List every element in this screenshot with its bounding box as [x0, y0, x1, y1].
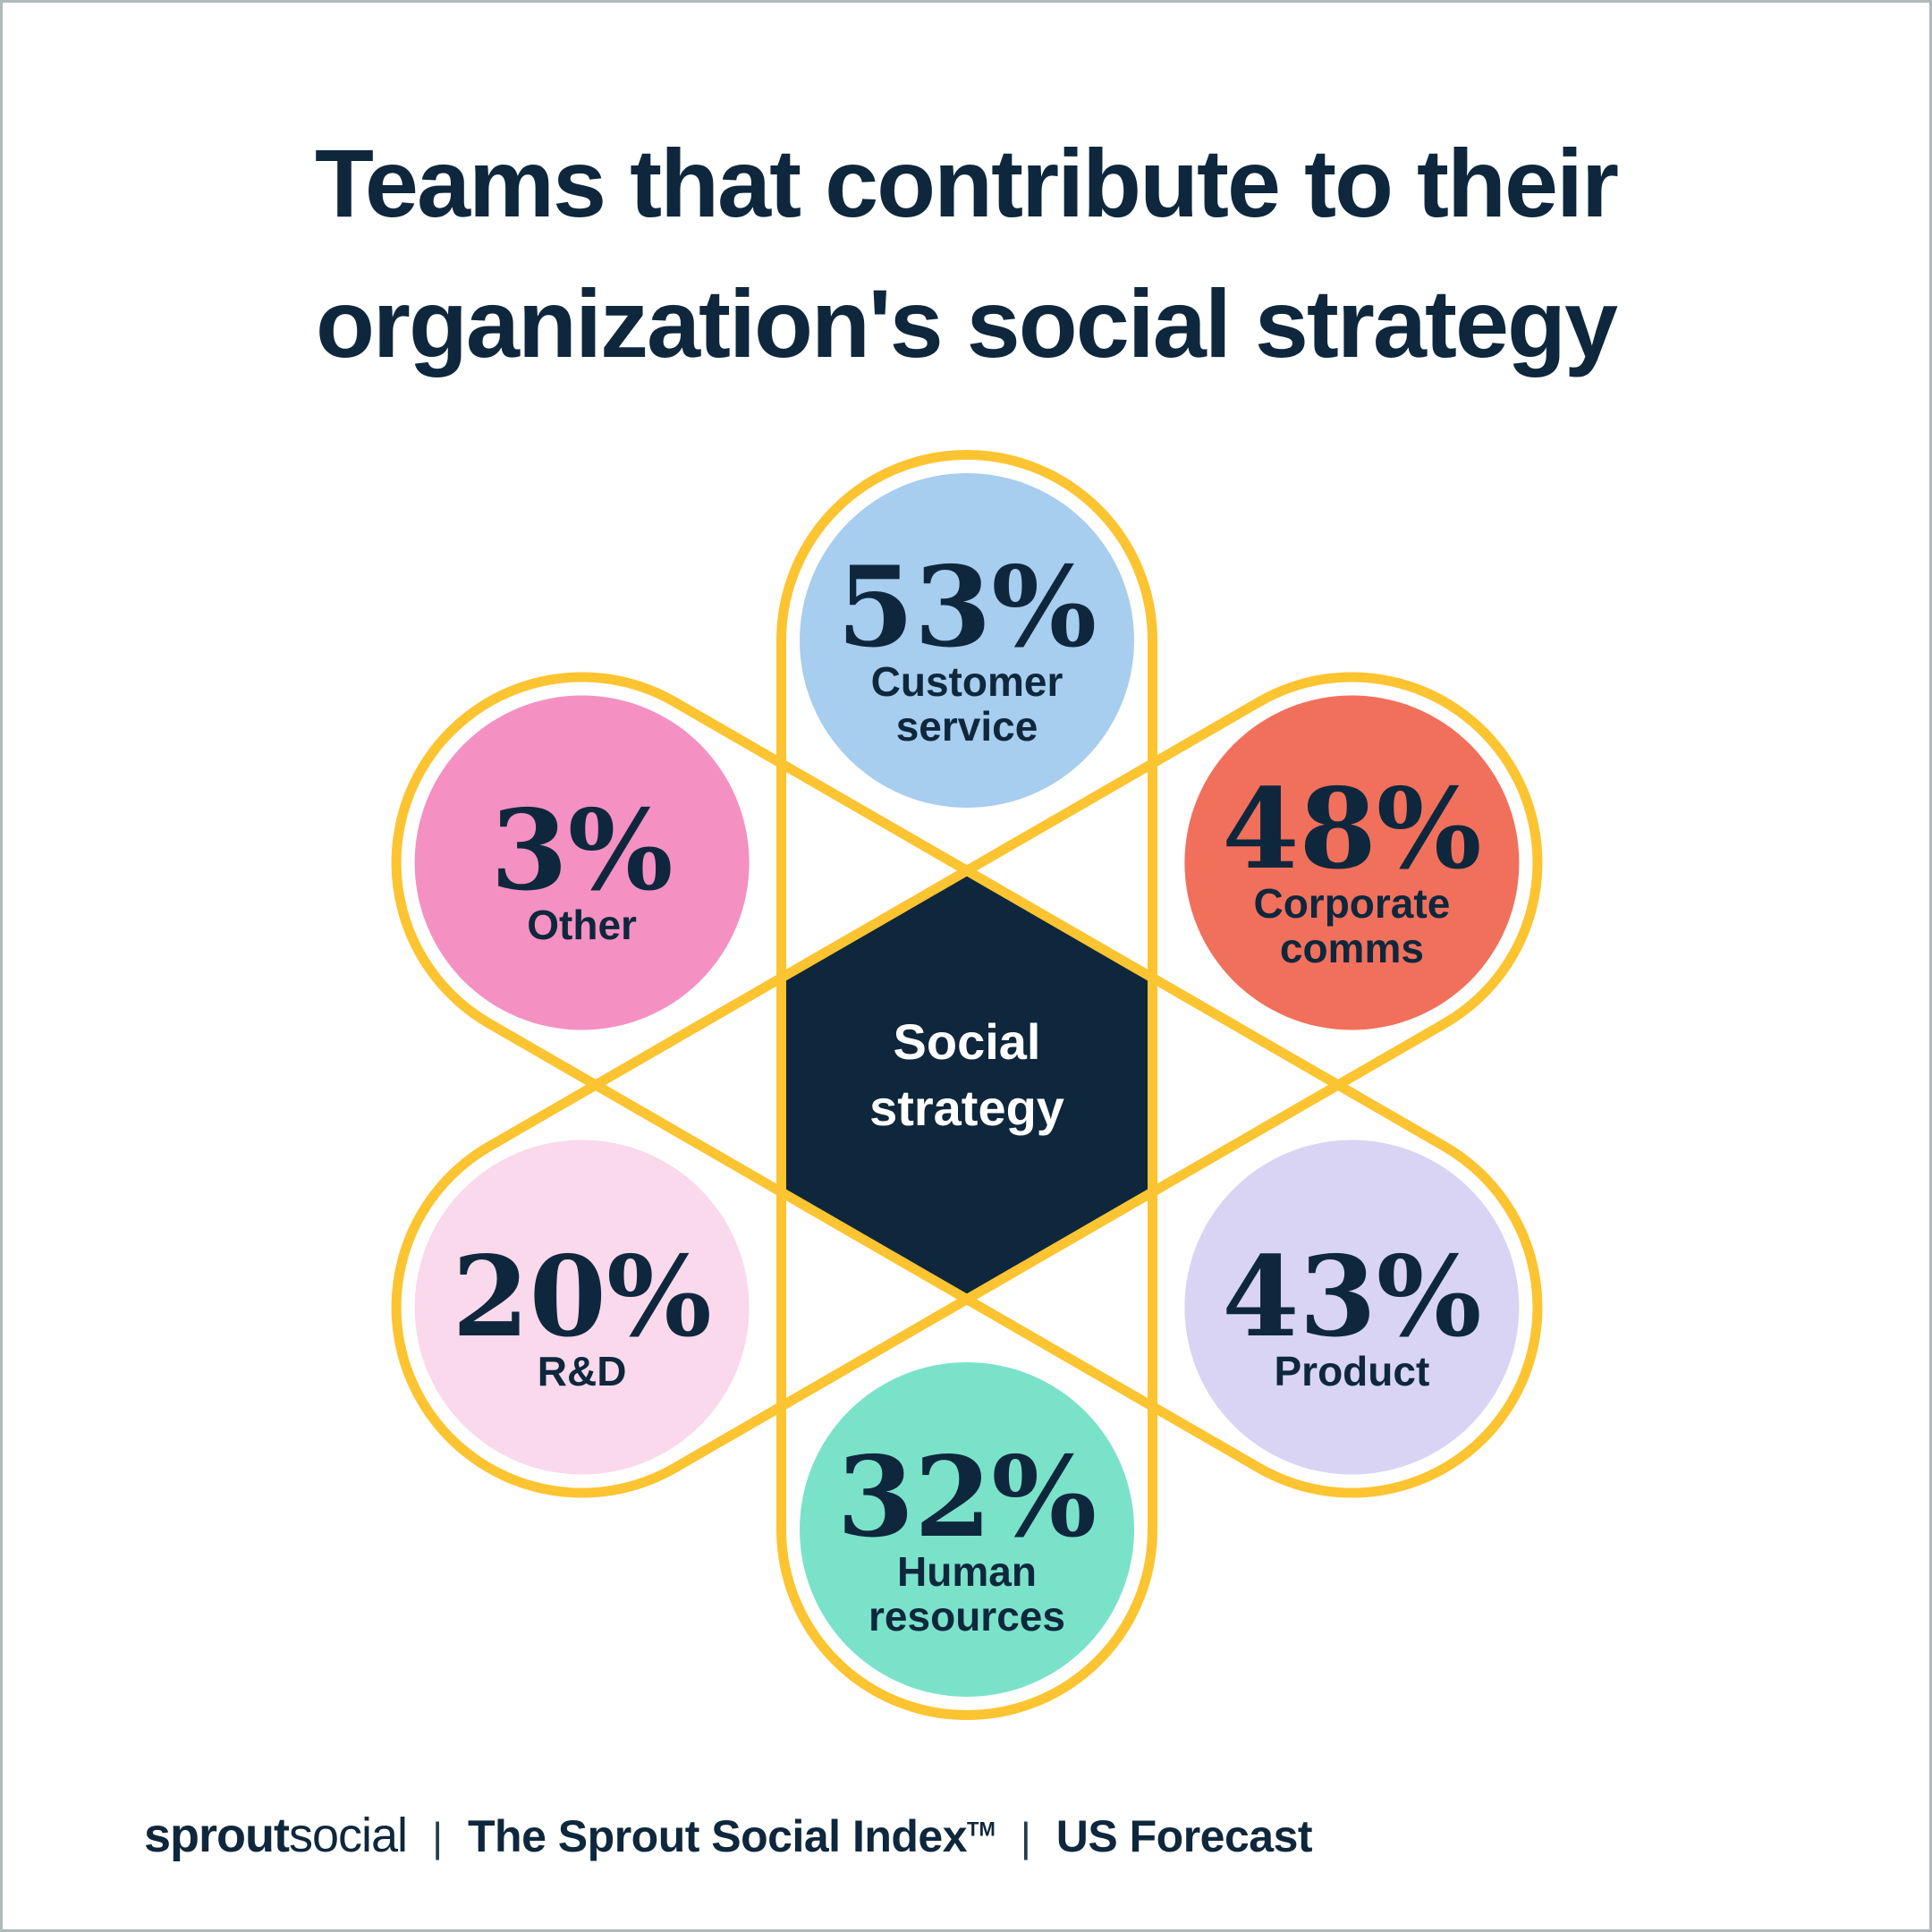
customer-service-circle: [800, 473, 1134, 808]
footer-region: US Forecast: [1055, 1811, 1313, 1861]
customer-service-label-line1: Customer: [871, 658, 1063, 705]
trademark-symbol: TM: [967, 1818, 996, 1841]
corporate-comms-circle: [1184, 695, 1520, 1030]
other-circle: [414, 695, 750, 1030]
customer-service-label-line2: service: [896, 703, 1038, 750]
product-percent: 43%: [1222, 1233, 1481, 1362]
other-label: Other: [527, 902, 637, 948]
petal-rd: 20% R&D: [414, 1140, 750, 1475]
corporate-comms-label-line2: comms: [1280, 925, 1424, 971]
human-resources-percent: 32%: [837, 1433, 1097, 1563]
petal-other: 3% Other: [414, 695, 750, 1030]
rd-label: R&D: [538, 1348, 627, 1394]
other-percent: 3%: [491, 786, 674, 916]
center-hexagon: [782, 872, 1152, 1298]
petal-customer-service: 53% Customer service: [800, 473, 1134, 808]
sprout-social-logo: sproutsocial: [144, 1808, 408, 1863]
product-circle: [1184, 1140, 1520, 1475]
page-title-line2: organization's social strategy: [315, 269, 1618, 377]
logo-social: social: [289, 1809, 408, 1862]
footer: sproutsocial | The Sprout Social IndexTM…: [144, 1808, 1313, 1863]
footer-index-title: The Sprout Social IndexTM: [468, 1810, 996, 1862]
human-resources-circle: [800, 1362, 1134, 1697]
rd-circle: [414, 1140, 750, 1475]
footer-separator-1: |: [432, 1814, 444, 1860]
corporate-comms-percent: 48%: [1222, 765, 1481, 894]
petal-corporate-comms: 48% Corporate comms: [1184, 695, 1520, 1030]
footer-separator-2: |: [1020, 1814, 1031, 1860]
human-resources-label-line1: Human: [897, 1548, 1037, 1595]
product-label: Product: [1275, 1348, 1430, 1394]
petal-product: 43% Product: [1184, 1140, 1520, 1475]
petal-outline-diagonal-60: [391, 672, 1543, 1498]
footer-index-text: The Sprout Social Index: [468, 1811, 968, 1861]
rd-percent: 20%: [452, 1233, 711, 1362]
petal-human-resources: 32% Human resources: [800, 1362, 1134, 1697]
customer-service-percent: 53%: [837, 543, 1097, 673]
page-title: Teams that contribute to their organizat…: [0, 113, 1932, 394]
petal-outline-diagonal-120: [391, 672, 1543, 1498]
petal-outline-vertical: [776, 450, 1157, 1720]
logo-sprout: sprout: [144, 1809, 290, 1862]
center-label-line2: strategy: [869, 1080, 1064, 1136]
page-title-line1: Teams that contribute to their: [314, 129, 1619, 237]
corporate-comms-label-line1: Corporate: [1253, 880, 1450, 927]
center-label-line1: Social: [894, 1013, 1041, 1070]
human-resources-label-line2: resources: [869, 1593, 1065, 1640]
